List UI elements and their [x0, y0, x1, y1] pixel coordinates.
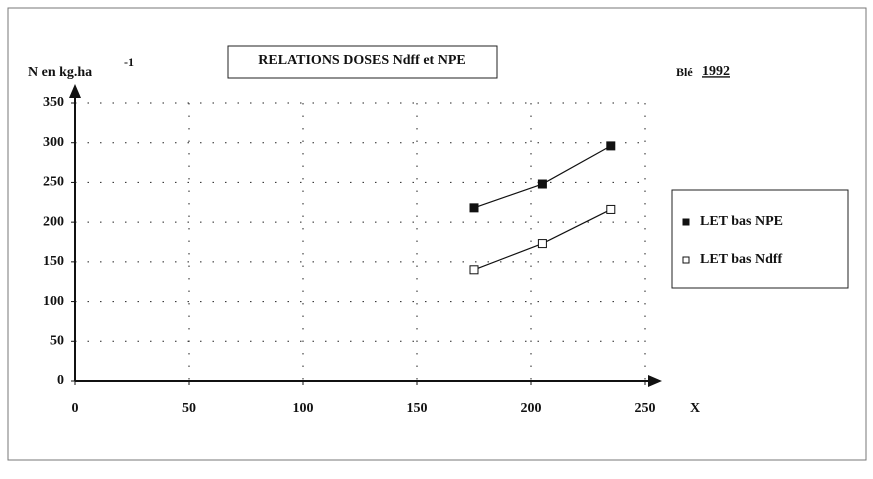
frame: [7, 7, 867, 461]
y-tick-label: 0: [57, 373, 64, 388]
y-tick-label: 100: [43, 294, 64, 309]
legend-label: LET bas NPE: [700, 214, 783, 229]
y-tick-label: 350: [43, 95, 64, 110]
y-tick-label: 300: [43, 135, 64, 150]
x-tick-label: 250: [635, 401, 656, 416]
annotation: 1992: [702, 64, 730, 79]
chart-title: RELATIONS DOSES Ndff et NPE: [258, 53, 465, 68]
legend-label: LET bas Ndff: [700, 252, 783, 267]
y-tick-label: 50: [50, 334, 64, 349]
x-axis-arrow: [648, 375, 662, 387]
x-tick-label: 100: [293, 401, 314, 416]
y-axis-arrow: [69, 84, 81, 98]
point: [469, 265, 479, 275]
x-axis-label: X: [690, 401, 700, 416]
x-tick-label: 200: [521, 401, 542, 416]
x-tick-label: 0: [72, 401, 79, 416]
annotation: Blé: [676, 65, 693, 79]
series-line: [473, 145, 612, 209]
y-axis-label-exponent: -1: [124, 55, 134, 69]
y-tick-label: 200: [43, 214, 64, 229]
y-tick-label: 150: [43, 254, 64, 269]
x-tick-label: 150: [407, 401, 428, 416]
legend-marker: [682, 256, 690, 264]
legend-box: [671, 189, 849, 289]
legend-marker: [682, 218, 690, 226]
point: [469, 203, 479, 213]
point: [606, 204, 616, 214]
x-tick-label: 50: [182, 401, 196, 416]
point: [537, 179, 547, 189]
point: [606, 141, 616, 151]
y-axis-label: N en kg.ha: [28, 65, 92, 80]
point: [537, 239, 547, 249]
y-tick-label: 250: [43, 175, 64, 190]
title-box: [227, 45, 498, 79]
